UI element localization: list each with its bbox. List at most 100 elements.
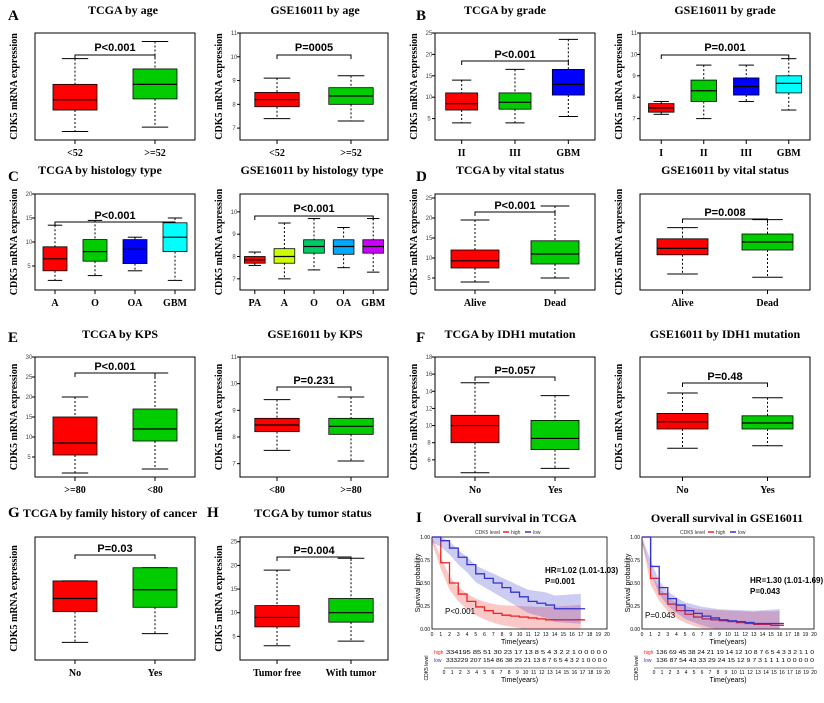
risk-x-tick-label: 11	[739, 670, 744, 676]
risk-x-tick-label: 20	[604, 670, 610, 676]
plot-frame	[239, 356, 389, 478]
x-tick-label: 11	[734, 632, 739, 638]
chart-title: GSE16011 by age	[270, 3, 360, 17]
y-tick-label: 8	[232, 102, 236, 108]
chart-title: TCGA by IDH1 mutation	[444, 327, 575, 341]
y-tick-label: 1.00	[630, 535, 640, 541]
y-tick-label: 5	[427, 276, 431, 282]
y-tick-label: 25	[426, 31, 433, 37]
x-tick-label: With tumor	[326, 668, 377, 679]
x-tick-label: 20	[811, 632, 817, 638]
risk-x-tick-label: 1	[661, 670, 664, 676]
box-1	[498, 92, 532, 110]
x-tick-label: >=52	[340, 148, 361, 159]
boxplot-panel: TCGA by tumor status P=0.004 CDK5 mRNA exp…	[214, 506, 389, 679]
risk-row-values: 333229 207 154 86 38 29 21 13 8 7 6 5 4 …	[446, 658, 607, 664]
p-value-label: P<0.001	[94, 210, 135, 222]
x-tick-label: 1	[439, 632, 442, 638]
risk-x-tick-label: 8	[508, 670, 511, 676]
y-tick-label: 10	[231, 210, 238, 216]
boxplot-panel: TCGA by histology type P<0.001 CDK5 mRNA e…	[9, 163, 196, 309]
x-tick-label: 0	[641, 632, 644, 638]
boxplot-panel: TCGA by grade P<0.001 CDK5 mRNA expression…	[409, 3, 596, 159]
box-1	[530, 420, 580, 450]
risk-x-tick-label: 13	[755, 670, 761, 676]
plot-frame	[239, 32, 389, 141]
risk-x-tick-label: 17	[787, 670, 793, 676]
x-tick-label: 6	[692, 632, 695, 638]
panel-letter: B	[416, 8, 426, 24]
significance-bracket	[660, 54, 790, 59]
boxplot-panel: TCGA by KPS P<0.001 CDK5 mRNA expression 5 1…	[9, 327, 196, 496]
y-axis-label: CDK5 mRNA expression	[9, 33, 20, 140]
x-tick-label: No	[469, 485, 481, 496]
panel-letter: G	[8, 505, 20, 521]
risk-x-tick-label: 7	[709, 670, 712, 676]
box-0	[254, 605, 300, 628]
y-tick-label: 8	[232, 255, 236, 261]
x-tick-label: 12	[742, 632, 748, 638]
risk-row-name: high	[434, 650, 444, 656]
risk-x-tick-label: 0	[443, 670, 446, 676]
y-tick-label: 5	[27, 264, 31, 270]
box-2	[551, 68, 585, 96]
plot-frame	[239, 536, 389, 661]
chart-title: Overall survival in GSE16011	[651, 511, 803, 525]
p-value-label: P=0.001	[545, 577, 576, 586]
y-tick-label: 10	[426, 256, 433, 262]
risk-x-tick-label: 2	[459, 670, 462, 676]
risk-x-tick-label: 7	[500, 670, 503, 676]
risk-x-tick-label: 12	[539, 670, 545, 676]
y-tick-label: 15	[426, 236, 433, 242]
y-tick-label: 20	[26, 192, 33, 198]
risk-x-tick-label: 8	[717, 670, 720, 676]
y-axis-label: CDK5 mRNA expression	[614, 188, 625, 295]
chart-title: TCGA by age	[88, 3, 159, 17]
risk-table-label: CDK5 level	[634, 655, 640, 680]
box-0	[450, 249, 500, 269]
risk-x-tick-label: 16	[572, 670, 578, 676]
survival-curve-high	[432, 536, 586, 621]
box-0	[445, 92, 479, 111]
y-tick-label: 7	[632, 117, 636, 123]
box-0	[656, 238, 709, 256]
y-axis-label: CDK5 mRNA expression	[214, 545, 225, 652]
x-tick-label: GBM	[777, 148, 801, 159]
x-tick-label: II	[458, 148, 466, 159]
plot-frame	[434, 193, 596, 291]
chart-title: TCGA by KPS	[82, 327, 158, 341]
panel-letter: H	[207, 505, 219, 521]
risk-x-tick-label: 9	[516, 670, 519, 676]
y-tick-label: 5	[427, 117, 431, 123]
panel-letter: E	[8, 330, 18, 346]
x-tick-label: 14	[552, 632, 558, 638]
risk-x-tick-label: 19	[596, 670, 602, 676]
x-tick-label: Yes	[148, 668, 163, 679]
risk-x-tick-label: 13	[547, 670, 553, 676]
y-tick-label: 25	[231, 540, 238, 546]
y-axis-label: CDK5 mRNA expression	[9, 188, 20, 295]
box-3	[775, 75, 802, 94]
y-axis-label: Survival probability	[415, 553, 422, 612]
x-tick-label: GBM	[361, 298, 385, 309]
x-tick-label: 7	[492, 632, 495, 638]
significance-bracket	[474, 211, 556, 216]
charts-layer: TCGA by age P<0.001 CDK5 mRNA expression <5…	[9, 3, 823, 684]
risk-x-tick-label: 12	[747, 670, 753, 676]
x-tick-label: 18	[587, 632, 593, 638]
chart-title: Overall survival in TCGA	[443, 511, 577, 525]
x-tick-label: 20	[604, 632, 610, 638]
p-value-label: P<0.001	[494, 49, 535, 61]
y-tick-label: 16	[426, 372, 433, 378]
risk-x-tick-label: 4	[685, 670, 688, 676]
x-tick-label: 3	[457, 632, 460, 638]
p-value-label: P=0005	[295, 42, 333, 54]
chart-title: TCGA by grade	[464, 3, 547, 17]
y-tick-label: 6	[427, 458, 431, 464]
box-0	[52, 83, 98, 111]
y-tick-label: 11	[231, 355, 238, 361]
x-tick-label: A	[281, 298, 289, 309]
boxplot-panel: GSE16011 by histology type P<0.001 CDK5 mR…	[214, 163, 389, 309]
y-tick-label: 20	[26, 395, 33, 401]
